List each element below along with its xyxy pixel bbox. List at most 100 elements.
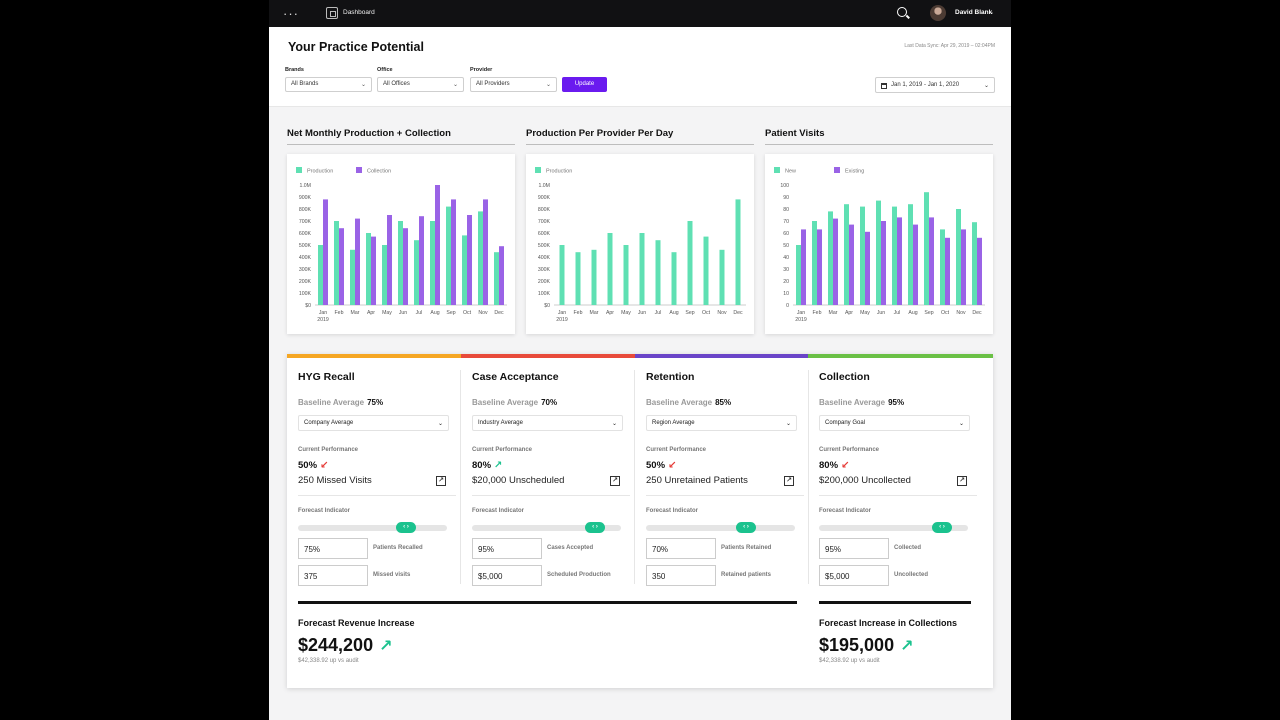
forecast-input-1-label: Cases Accepted (547, 545, 594, 551)
forecast-slider[interactable]: ‹ › (298, 522, 447, 533)
baseline-average: Baseline Average 85% (646, 398, 731, 407)
slider-handle[interactable]: ‹ › (736, 522, 756, 533)
bar-production-sep (687, 221, 693, 305)
forecast-input-1[interactable]: 95% (472, 538, 542, 559)
chevron-down-icon: ⌄ (452, 82, 458, 88)
user-name[interactable]: David Blank (955, 9, 993, 16)
bar-new-aug (908, 204, 913, 305)
bar-production-jun (639, 233, 645, 305)
bar-existing-feb (817, 229, 822, 305)
bar-collection-dec (499, 246, 504, 305)
x-tick-year-label: 2019 (556, 317, 568, 323)
current-performance-pct: 50% ↙ (646, 460, 676, 471)
baseline-select[interactable]: Industry Average ⌄ (472, 415, 623, 431)
forecast-slider[interactable]: ‹ › (646, 522, 795, 533)
more-menu-icon[interactable]: ··· (283, 6, 299, 21)
x-tick-label: Jun (399, 310, 407, 316)
current-performance-pct: 80% ↙ (819, 460, 849, 471)
forecast-input-1[interactable]: 75% (298, 538, 368, 559)
nav-title[interactable]: Dashboard (343, 9, 375, 16)
bar-collection-aug (435, 185, 440, 305)
office-label: Office (377, 67, 393, 73)
kpi-card-hyg-recall: HYG Recall Baseline Average 75% Company A… (298, 358, 458, 598)
slider-handle[interactable]: ‹ › (932, 522, 952, 533)
divider (472, 495, 630, 496)
baseline-average: Baseline Average 70% (472, 398, 557, 407)
bar-new-jun (876, 200, 881, 305)
current-performance-value: 80% (819, 460, 839, 471)
baseline-value: 75% (367, 398, 384, 407)
update-button[interactable]: Update (562, 77, 607, 92)
current-performance-label: Current Performance (472, 447, 533, 453)
y-tick-label: 400K (538, 255, 551, 261)
divider (808, 370, 809, 584)
baseline-select-value: Industry Average (478, 420, 523, 426)
page-title: Your Practice Potential (288, 40, 424, 54)
baseline-select[interactable]: Region Average ⌄ (646, 415, 797, 431)
divider (460, 370, 461, 584)
office-select[interactable]: All Offices ⌄ (377, 77, 464, 92)
divider (298, 601, 797, 604)
baseline-select[interactable]: Company Average ⌄ (298, 415, 449, 431)
forecast-input-1[interactable]: 95% (819, 538, 889, 559)
bar-production-mar (591, 249, 597, 305)
forecast-input-2-label: Uncollected (894, 572, 929, 578)
external-link-icon[interactable]: ↗ (957, 476, 967, 486)
y-tick-label: 400K (299, 255, 312, 261)
bar-collection-apr (371, 236, 376, 305)
brands-select[interactable]: All Brands ⌄ (285, 77, 372, 92)
forecast-slider[interactable]: ‹ › (819, 522, 968, 533)
legend-label: New (785, 169, 796, 175)
app-window: ··· Dashboard David Blank ⌄ Your Practic… (269, 0, 1011, 720)
bar-existing-sep (929, 217, 934, 305)
forecast-input-2[interactable]: 375 (298, 565, 368, 586)
dashboard-icon[interactable] (326, 7, 338, 19)
current-performance-value: 50% (298, 460, 318, 471)
baseline-select-value: Company Goal (825, 420, 866, 426)
slider-handle[interactable]: ‹ › (585, 522, 605, 533)
search-icon[interactable] (897, 7, 907, 17)
bar-chart: Production $0 100K 200K 300K 400K 500K 600K 700K… (535, 167, 746, 323)
slider-handle[interactable]: ‹ › (396, 522, 416, 533)
x-tick-label: Jan (558, 310, 566, 316)
bar-new-sep (924, 192, 929, 305)
provider-label: Provider (470, 67, 493, 73)
x-tick-label: Mar (351, 310, 360, 316)
x-tick-label: Sep (446, 310, 455, 316)
brands-select-value: All Brands (291, 81, 319, 87)
baseline-select-value: Company Average (304, 420, 354, 426)
forecast-input-2[interactable]: $5,000 (819, 565, 889, 586)
divider (765, 144, 993, 145)
calendar-icon (881, 83, 887, 89)
forecast-revenue-title: Forecast Revenue Increase (298, 618, 415, 628)
bar-collection-oct (467, 215, 472, 305)
user-menu-chevron-icon[interactable]: ⌄ (989, 10, 995, 16)
current-performance-detail: $200,000 Uncollected (819, 475, 911, 486)
y-tick-label: 500K (538, 243, 551, 249)
bar-new-jul (892, 206, 897, 305)
bar-production-apr (366, 233, 371, 305)
chart-production-collection: Production Collection $0 100K 200K 300K 400K 50… (287, 154, 515, 334)
forecast-slider[interactable]: ‹ › (472, 522, 621, 533)
bar-collection-jul (419, 216, 424, 305)
x-tick-label: Mar (590, 310, 599, 316)
y-tick-label: 70 (783, 219, 789, 225)
bar-new-may (860, 206, 865, 305)
legend-label: Existing (845, 169, 864, 175)
external-link-icon[interactable]: ↗ (436, 476, 446, 486)
avatar[interactable] (930, 5, 946, 21)
external-link-icon[interactable]: ↗ (610, 476, 620, 486)
forecast-input-1[interactable]: 70% (646, 538, 716, 559)
forecast-input-2[interactable]: 350 (646, 565, 716, 586)
forecast-input-2[interactable]: $5,000 (472, 565, 542, 586)
y-tick-label: 1.0M (299, 183, 311, 189)
baseline-select[interactable]: Company Goal ⌄ (819, 415, 970, 431)
provider-select[interactable]: All Providers ⌄ (470, 77, 557, 92)
bar-existing-jul (897, 217, 902, 305)
top-bar: ··· Dashboard David Blank ⌄ (269, 0, 1011, 27)
date-range-value: Jan 1, 2019 - Jan 1, 2020 (891, 82, 960, 88)
date-range-picker[interactable]: Jan 1, 2019 - Jan 1, 2020 ⌄ (875, 77, 995, 93)
legend-label: Collection (367, 169, 391, 175)
external-link-icon[interactable]: ↗ (784, 476, 794, 486)
y-tick-label: 700K (299, 219, 312, 225)
